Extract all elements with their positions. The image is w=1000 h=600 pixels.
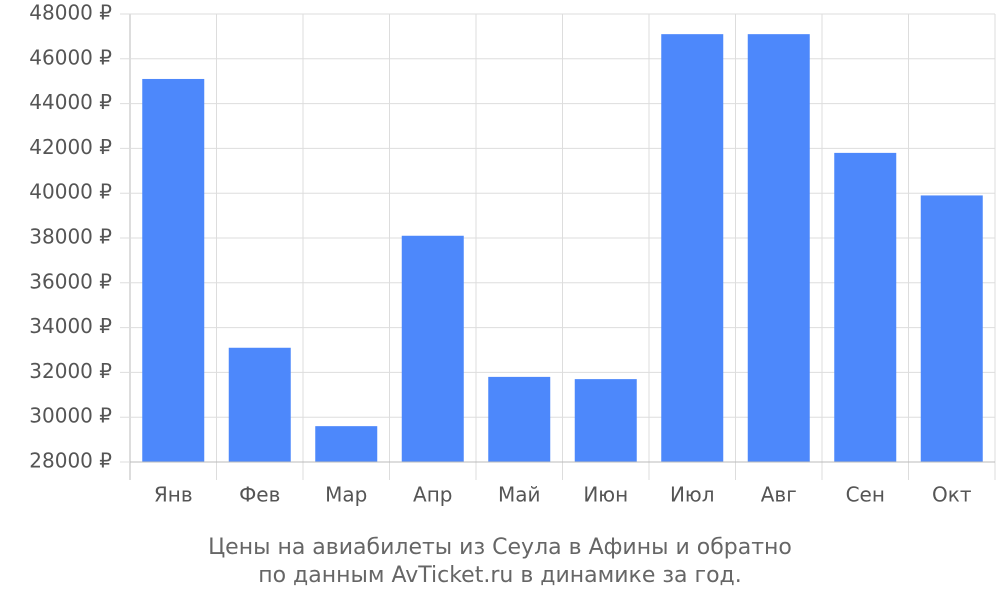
x-tick-label: Фев (239, 483, 280, 507)
y-tick-label: 42000 ₽ (29, 135, 112, 159)
bar (401, 235, 464, 462)
x-tick-label: Июл (670, 483, 715, 507)
bar (661, 34, 724, 462)
x-tick-label: Апр (413, 483, 452, 507)
y-tick-label: 34000 ₽ (29, 314, 112, 338)
bar (747, 34, 810, 462)
y-tick-label: 44000 ₽ (29, 90, 112, 114)
bar (920, 195, 983, 462)
x-tick-label: Янв (154, 483, 193, 507)
y-tick-label: 30000 ₽ (29, 404, 112, 428)
x-tick-label: Июн (583, 483, 628, 507)
bar (142, 78, 205, 463)
bar (574, 379, 637, 462)
y-tick-label: 32000 ₽ (29, 359, 112, 383)
bar (228, 347, 291, 462)
y-tick-label: 46000 ₽ (29, 45, 112, 69)
x-tick-label: Мар (325, 483, 367, 507)
bar (488, 376, 551, 462)
bar (315, 426, 378, 462)
bar (834, 152, 897, 462)
x-tick-label: Май (498, 483, 541, 507)
y-tick-label: 36000 ₽ (29, 269, 112, 293)
chart-title: Цены на авиабилеты из Сеула в Афины и об… (208, 535, 792, 560)
chart-title: по данным AvTicket.ru в динамике за год. (258, 563, 742, 588)
y-tick-label: 48000 ₽ (29, 1, 112, 25)
x-tick-label: Окт (932, 483, 972, 507)
y-tick-label: 38000 ₽ (29, 225, 112, 249)
x-tick-label: Авг (761, 483, 797, 507)
y-tick-label: 40000 ₽ (29, 180, 112, 204)
y-tick-label: 28000 ₽ (29, 449, 112, 473)
x-tick-label: Сен (846, 483, 885, 507)
